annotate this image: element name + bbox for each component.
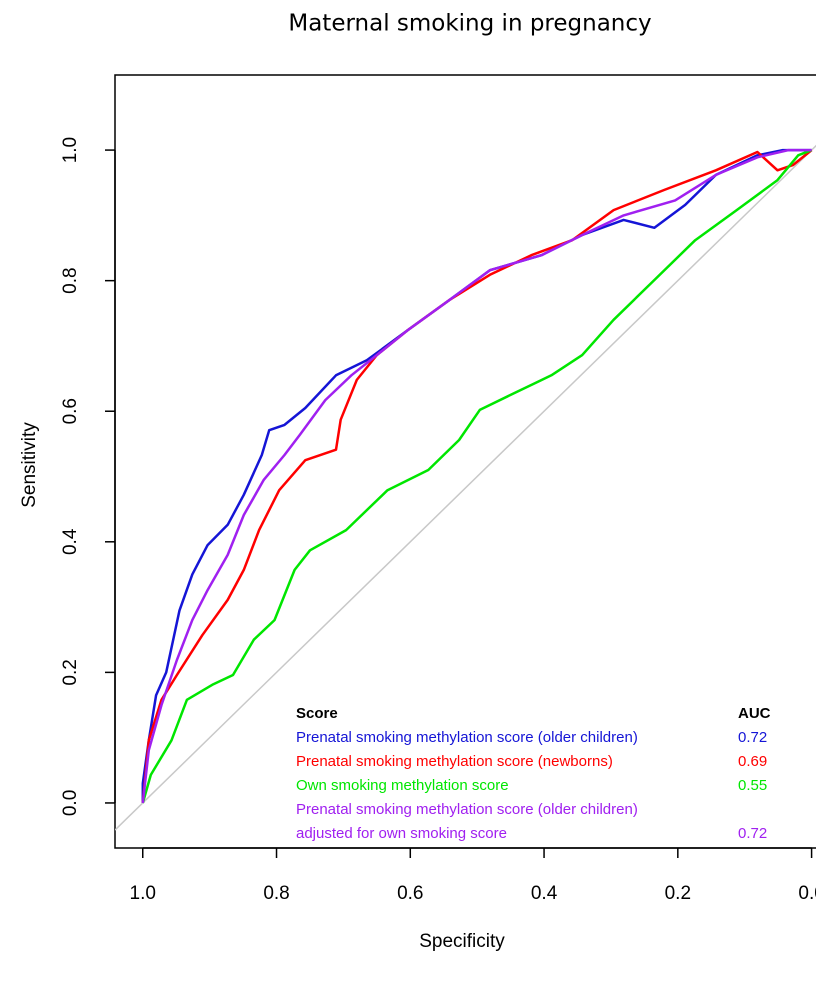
roc-curve — [141, 149, 813, 804]
roc-curve — [141, 148, 812, 804]
legend-entry: Own smoking methylation score — [296, 777, 509, 794]
y-tick-label: 1.0 — [60, 137, 81, 163]
x-tick-label: 0.2 — [665, 883, 691, 904]
x-tick-label: 0.6 — [397, 883, 423, 904]
chance-line — [115, 144, 816, 831]
y-tick-label: 0.0 — [60, 790, 81, 816]
legend-value-header: AUC — [738, 705, 771, 722]
legend-auc: 0.72 — [738, 825, 768, 842]
x-tick-label: 0.0 — [798, 883, 816, 904]
y-tick-label: 0.4 — [60, 528, 81, 555]
x-tick-label: 0.8 — [263, 883, 289, 904]
roc-curve — [141, 148, 813, 804]
legend-entry: Prenatal smoking methylation score (newb… — [296, 753, 613, 770]
roc-curve — [141, 148, 812, 803]
legend-auc: 0.55 — [738, 777, 768, 794]
plot-area — [115, 144, 816, 831]
x-axis-label: Specificity — [419, 931, 505, 952]
x-tick-label: 1.0 — [130, 883, 156, 904]
legend: Score AUC Prenatal smoking methylation sco… — [296, 702, 798, 846]
chart-title: Maternal smoking in pregnancy — [288, 11, 651, 37]
legend-entry: Prenatal smoking methylation score (olde… — [296, 801, 638, 842]
x-tick-label: 0.4 — [531, 883, 558, 904]
legend-auc: 0.72 — [738, 729, 768, 746]
legend-entry: Prenatal smoking methylation score (olde… — [296, 729, 638, 746]
legend-title: Score — [296, 705, 338, 722]
y-tick-label: 0.2 — [60, 659, 81, 685]
y-axis-label: Sensitivity — [19, 422, 40, 508]
legend-auc: 0.69 — [738, 753, 768, 770]
y-tick-label: 0.6 — [60, 398, 81, 424]
y-tick-label: 0.8 — [60, 267, 81, 293]
